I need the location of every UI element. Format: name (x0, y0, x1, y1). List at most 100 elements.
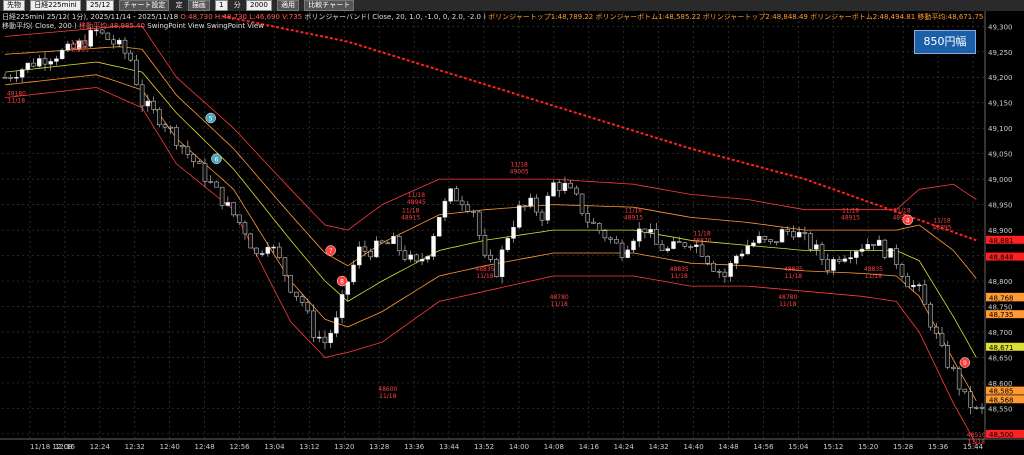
candle-body (774, 241, 779, 243)
candle-body (568, 182, 573, 189)
candle-body (191, 154, 196, 163)
candle-body (94, 29, 99, 32)
candle-body (414, 254, 419, 262)
candle-body (516, 205, 522, 228)
signal-marker-label: 7 (329, 248, 333, 255)
swing-label: 48510 (967, 432, 986, 439)
candle-body (585, 213, 591, 223)
candle-body (168, 126, 173, 129)
bb-indicator-label: ボリンジャーバンド( Close, 20, 1.0, -1.0, 0, 2.0,… (304, 13, 486, 21)
candle-body (345, 281, 351, 295)
candle-body (591, 221, 596, 224)
candle-body (825, 259, 830, 271)
candle-body (122, 39, 128, 54)
interval-input[interactable]: 1 (215, 0, 228, 11)
x-tick-label: 12:16 (55, 443, 76, 451)
candle-body (202, 163, 208, 182)
candle-body (128, 52, 133, 61)
swing-label: 48835 (864, 266, 883, 273)
x-tick-label: 15:12 (823, 443, 843, 451)
candle-body (197, 161, 202, 164)
candle-body (448, 188, 453, 202)
candle-body (65, 43, 71, 51)
price-tag (986, 235, 1024, 244)
candle-body (876, 239, 882, 246)
price-tag (986, 429, 1024, 438)
swing-label: 48180 (7, 90, 26, 97)
candle-body (134, 59, 139, 86)
swing-label: 11/18 (402, 207, 419, 214)
candle-body (316, 336, 322, 339)
y-tick-label: 48,600 (988, 380, 1013, 388)
price-tag (986, 252, 1024, 261)
swing-label: 11/18 (476, 273, 493, 280)
fixed-label: 定 (175, 1, 183, 9)
chart-settings-button[interactable]: チャート設定 (119, 0, 170, 11)
candle-body (711, 262, 716, 272)
x-tick-label: 12:48 (195, 443, 215, 451)
swing-label: 11/18 (893, 207, 910, 214)
instrument-label: 日経225mini 25/12( 1分), 2025/11/14 - 2025/… (2, 13, 179, 21)
bars-input[interactable]: 2000 (245, 0, 272, 11)
swingpoint-label-2: SwingPoint View (206, 22, 264, 30)
swing-label: 48915 (624, 214, 643, 221)
bb-upper1-line (4, 46, 977, 279)
x-tick-label: 13:12 (299, 443, 319, 451)
candle-body (117, 39, 122, 45)
candle-body (48, 61, 53, 65)
candle-body (648, 229, 653, 233)
candle-body (157, 109, 162, 126)
signal-marker (205, 112, 216, 124)
compare-chart-button[interactable]: 比較チャート (304, 0, 355, 11)
candle-body (276, 246, 282, 258)
y-tick-label: 49,300 (988, 23, 1013, 31)
x-tick-label: 12:24 (90, 443, 111, 451)
y-tick-label: 48,550 (988, 405, 1013, 413)
candle-body (2, 76, 8, 79)
candle-body (939, 333, 945, 346)
drawing-button[interactable]: 描画 (187, 0, 210, 11)
candle-body (322, 336, 328, 344)
candle-body (951, 366, 956, 369)
candle-body (654, 229, 659, 245)
x-tick-label: 12:32 (125, 443, 145, 451)
swing-label: 11/18 (779, 301, 796, 308)
candle-body (294, 291, 299, 297)
candle-body (836, 259, 842, 262)
swing-label: 11/18 (71, 39, 88, 46)
candle-body (431, 235, 436, 257)
swing-label: 48915 (892, 214, 911, 221)
ma-indicator-label: 移動平均( Close, 200 ) (2, 22, 77, 30)
price-tag (986, 386, 1024, 395)
candle-body (471, 211, 476, 213)
contract-select[interactable]: 25/12 (85, 0, 115, 11)
swing-label: 11/18 (933, 218, 950, 225)
ohlc-readout: O:48,730 H:48,730 L:46,690 V:735 (180, 13, 303, 21)
candle-body (871, 244, 876, 246)
x-tick-label: 15:04 (788, 443, 809, 451)
candle-body (728, 263, 733, 277)
candle-body (596, 223, 602, 231)
candle-body (562, 182, 568, 191)
product-select[interactable]: 日経225mini (30, 0, 81, 11)
signal-marker (959, 357, 971, 368)
candle-body (419, 259, 425, 262)
candle-body (779, 229, 785, 243)
candle-body (928, 303, 933, 328)
y-tick-label: 48,900 (988, 227, 1013, 235)
swing-label: 11/18 (968, 439, 985, 446)
apply-button[interactable]: 適用 (277, 0, 300, 11)
candle-body (8, 77, 13, 79)
candlestick-chart[interactable]: 49,300 49,250 49,200 49,150 49,100 49,050 49,0… (0, 11, 1024, 455)
candle-body (476, 211, 482, 236)
y-tick-label: 49,050 (988, 151, 1013, 159)
y-tick-label: 49,000 (988, 176, 1013, 184)
swing-label: 11/18 (785, 273, 802, 280)
market-select[interactable]: 先物 (3, 0, 25, 11)
candle-body (785, 229, 790, 232)
price-tag-label: 48,568 (989, 396, 1014, 404)
swing-label: 49235 (70, 46, 89, 53)
candle-body (482, 235, 488, 256)
candle-body (374, 240, 379, 258)
candle-body (259, 253, 265, 255)
